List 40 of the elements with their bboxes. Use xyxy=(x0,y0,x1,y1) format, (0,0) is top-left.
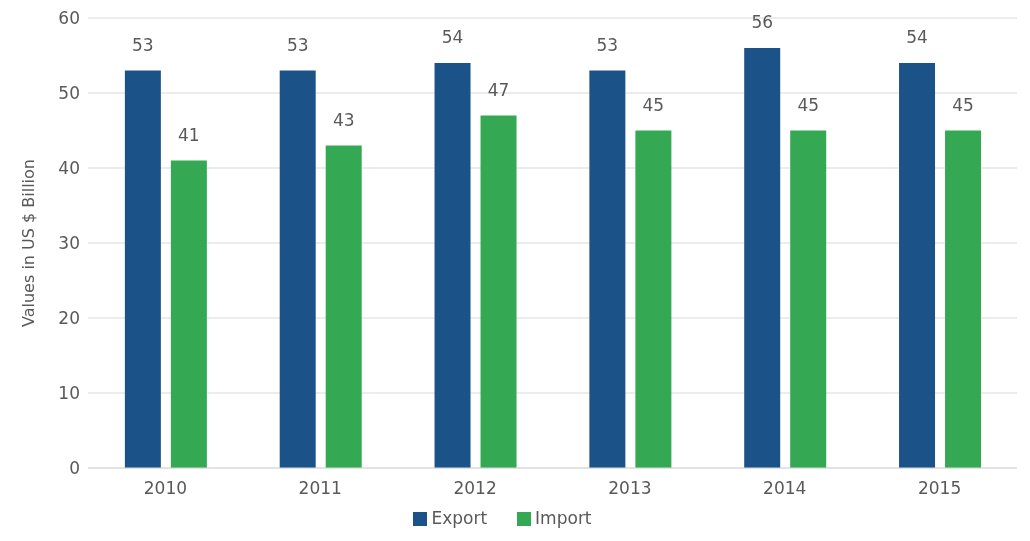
y-tick-label: 0 xyxy=(69,458,80,479)
data-label: 43 xyxy=(332,109,355,130)
bar xyxy=(434,63,471,468)
y-axis-title: Values in US $ Billion xyxy=(18,159,38,327)
y-tick-label: 40 xyxy=(58,158,80,179)
x-tick-label: 2014 xyxy=(763,478,807,499)
bar xyxy=(635,130,672,468)
bar xyxy=(480,115,517,468)
x-tick-label: 2010 xyxy=(143,478,188,499)
bar xyxy=(744,48,781,468)
data-label: 41 xyxy=(178,124,200,145)
data-label: 45 xyxy=(797,94,820,115)
bar xyxy=(124,70,161,468)
x-tick-label: 2011 xyxy=(298,478,342,499)
bar xyxy=(170,160,207,468)
data-label: 45 xyxy=(952,94,974,115)
data-label: 53 xyxy=(132,34,154,55)
data-label: 53 xyxy=(286,34,309,55)
bar xyxy=(325,145,362,468)
bar xyxy=(279,70,316,468)
y-tick-label: 10 xyxy=(58,383,80,404)
y-tick-label: 30 xyxy=(58,233,80,254)
bar xyxy=(945,130,982,468)
data-label: 54 xyxy=(441,27,464,47)
data-label: 54 xyxy=(906,27,928,47)
x-tick-label: 2015 xyxy=(917,478,962,499)
bar xyxy=(589,70,626,468)
x-tick-label: 2012 xyxy=(453,478,497,499)
bar xyxy=(790,130,827,468)
legend-label: Import xyxy=(535,508,592,528)
legend-label: Export xyxy=(431,508,488,528)
y-tick-label: 20 xyxy=(58,308,80,329)
data-label: 53 xyxy=(596,34,619,55)
bar xyxy=(899,63,936,468)
x-tick-label: 2013 xyxy=(608,478,652,499)
y-tick-label: 50 xyxy=(58,83,80,104)
data-label: 45 xyxy=(642,94,665,115)
y-tick-label: 60 xyxy=(58,8,80,29)
data-label: 47 xyxy=(487,79,510,100)
data-label: 56 xyxy=(751,12,774,32)
